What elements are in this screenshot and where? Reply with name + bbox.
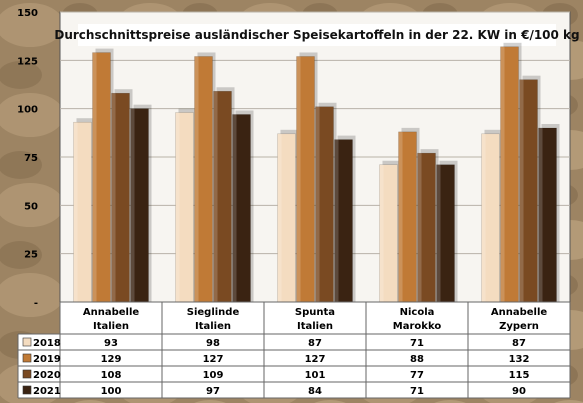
table-cell: 84 bbox=[308, 386, 322, 397]
table-cell: 71 bbox=[410, 338, 424, 349]
bar-highlight bbox=[379, 164, 384, 302]
bar-highlight bbox=[73, 122, 78, 302]
data-table: Annabelle Italien Sieglinde Italien Spunta It… bbox=[17, 301, 571, 399]
bar-highlight bbox=[481, 133, 486, 302]
table-cell: 127 bbox=[203, 354, 224, 365]
legend-label: 2019 bbox=[33, 354, 61, 365]
legend-label: 2020 bbox=[33, 370, 61, 381]
chart-title-box: Durchschnittspreise ausländischer Speise… bbox=[54, 24, 580, 46]
table-cell: 100 bbox=[101, 386, 122, 397]
category-sublabel: Marokko bbox=[393, 321, 442, 332]
bar-highlight bbox=[500, 46, 505, 302]
bar-highlight bbox=[315, 106, 320, 302]
bar-highlight bbox=[398, 131, 403, 302]
bars bbox=[73, 42, 560, 303]
table-cell: 129 bbox=[101, 354, 122, 365]
y-tick-label: 100 bbox=[17, 105, 38, 116]
table-cell: 71 bbox=[410, 386, 424, 397]
category-sublabel: Italien bbox=[195, 321, 231, 332]
table-cell: 88 bbox=[410, 354, 424, 365]
bar-highlight bbox=[519, 79, 524, 303]
bar-highlight bbox=[130, 108, 135, 303]
category-label: Spunta bbox=[295, 307, 335, 318]
category-sublabel: Italien bbox=[297, 321, 333, 332]
category-label: Annabelle bbox=[83, 307, 140, 318]
table-cell: 77 bbox=[410, 370, 424, 381]
table-cell: 101 bbox=[305, 370, 326, 381]
bar-highlight bbox=[296, 56, 301, 302]
y-tick-label: 75 bbox=[24, 153, 38, 164]
legend-swatch bbox=[22, 353, 32, 363]
table-cell: 127 bbox=[305, 354, 326, 365]
bar-highlight bbox=[417, 153, 422, 302]
bar-highlight bbox=[175, 112, 180, 303]
category-label: Sieglinde bbox=[187, 307, 240, 318]
y-tick-label: 125 bbox=[17, 56, 38, 67]
legend-label: 2018 bbox=[33, 338, 61, 349]
bar-highlight bbox=[92, 52, 97, 302]
y-tick-label: 50 bbox=[24, 201, 38, 212]
bar-highlight bbox=[334, 139, 339, 302]
chart-title: Durchschnittspreise ausländischer Speise… bbox=[54, 28, 579, 42]
table-cell: 98 bbox=[206, 338, 220, 349]
table-cell: 87 bbox=[512, 338, 526, 349]
bar-highlight bbox=[232, 114, 237, 302]
bar-highlight bbox=[436, 164, 441, 302]
table-cell: 108 bbox=[101, 370, 122, 381]
legend-swatch bbox=[22, 337, 32, 347]
table-cell: 132 bbox=[509, 354, 530, 365]
bar-highlight bbox=[213, 91, 218, 303]
bar-highlight bbox=[111, 93, 116, 302]
bar-highlight bbox=[277, 133, 282, 302]
bar-highlight bbox=[538, 128, 543, 302]
table-cell: 97 bbox=[206, 386, 220, 397]
category-label: Annabelle bbox=[491, 307, 548, 318]
table-cell: 93 bbox=[104, 338, 118, 349]
y-tick-label: - bbox=[34, 298, 38, 309]
y-tick-label: 150 bbox=[17, 8, 38, 19]
table-cell: 87 bbox=[308, 338, 322, 349]
category-sublabel: Italien bbox=[93, 321, 129, 332]
table-cell: 115 bbox=[509, 370, 530, 381]
table-header-bg bbox=[60, 302, 570, 334]
legend-swatch bbox=[22, 369, 32, 379]
legend-label: 2021 bbox=[33, 386, 61, 397]
table-cell: 109 bbox=[203, 370, 224, 381]
y-tick-label: 25 bbox=[24, 250, 38, 261]
category-label: Nicola bbox=[400, 307, 435, 318]
table-cell: 90 bbox=[512, 386, 526, 397]
bar-highlight bbox=[194, 56, 199, 302]
category-sublabel: Zypern bbox=[499, 321, 539, 332]
legend-swatch bbox=[22, 385, 32, 395]
y-axis: - 25 50 75 100 125 150 bbox=[17, 8, 38, 309]
